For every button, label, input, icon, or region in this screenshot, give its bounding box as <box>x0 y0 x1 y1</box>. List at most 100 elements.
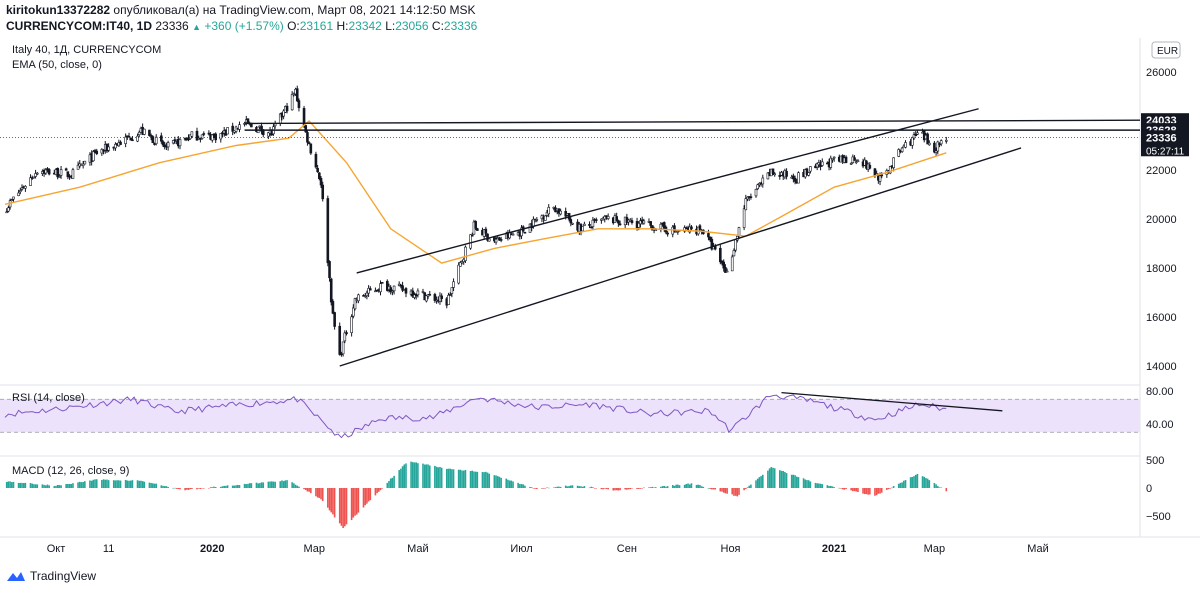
macd-bar <box>46 484 49 488</box>
time-tick-label: 2020 <box>200 543 224 555</box>
macd-bar <box>112 480 115 488</box>
candle-body <box>900 147 904 152</box>
candle-body <box>210 134 214 141</box>
candle-body <box>916 132 919 135</box>
candle-body <box>29 177 32 186</box>
macd-bar <box>821 484 824 488</box>
candle-body <box>307 142 311 144</box>
macd-bar <box>767 470 769 488</box>
candle-body <box>171 139 175 144</box>
macd-bar <box>541 488 543 489</box>
macd-bar <box>755 480 757 488</box>
candle-body <box>297 100 301 109</box>
macd-bar <box>197 488 200 489</box>
macd-bar <box>131 480 134 488</box>
macd-bar <box>806 480 808 488</box>
macd-bar <box>840 488 842 489</box>
macd-bar <box>940 487 943 489</box>
macd-bar <box>663 485 666 488</box>
macd-bar <box>500 477 502 488</box>
macd-bar <box>411 462 414 488</box>
macd-bar <box>828 485 830 488</box>
candle-body <box>719 247 722 263</box>
author-name[interactable]: kiritokun13372282 <box>6 3 111 17</box>
macd-bar <box>512 481 514 488</box>
macd-bar <box>445 468 448 488</box>
macd-bar <box>768 468 771 488</box>
candle-body <box>411 290 415 297</box>
macd-bar <box>880 488 883 493</box>
macd-bar <box>332 488 334 515</box>
macd-bar <box>391 477 394 488</box>
macd-bar <box>914 474 917 488</box>
rsi-legend[interactable]: RSI (14, close) <box>12 392 85 404</box>
macd-bar <box>80 482 83 488</box>
candle-body <box>936 141 940 152</box>
candle-body <box>535 219 539 221</box>
candle-body <box>484 228 488 234</box>
macd-bar <box>784 472 786 488</box>
footer-brand[interactable]: TradingView <box>6 569 96 583</box>
macd-bar <box>631 488 633 489</box>
candle-body <box>756 184 760 189</box>
macd-bar <box>619 488 621 491</box>
price-label-value: 23336 <box>1146 132 1177 144</box>
macd-bar <box>140 480 142 488</box>
macd-legend[interactable]: MACD (12, 26, close, 9) <box>12 465 130 477</box>
candle-body <box>17 192 20 197</box>
candle-body <box>369 288 372 291</box>
macd-bar <box>425 464 428 488</box>
candle-body <box>498 237 501 241</box>
price-tick-label: 22000 <box>1146 165 1177 177</box>
candle-body <box>690 226 693 230</box>
candle-body <box>107 146 110 151</box>
macd-bar <box>530 487 533 488</box>
macd-bar <box>223 485 225 488</box>
candle-body <box>470 234 474 237</box>
candle-body <box>744 198 748 211</box>
macd-bar <box>743 488 745 491</box>
macd-bar <box>259 483 261 488</box>
macd-bar <box>780 470 783 488</box>
macd-bar <box>826 485 829 488</box>
macd-bar <box>320 488 322 500</box>
ema-legend[interactable]: EMA (50, close, 0) <box>12 59 102 71</box>
currency-badge-label: EUR <box>1157 46 1178 57</box>
macd-bar <box>923 476 926 488</box>
macd-bar <box>695 484 698 488</box>
time-tick-label: Мар <box>303 543 325 555</box>
macd-tick-label: −500 <box>1146 511 1171 523</box>
candle-body <box>807 172 810 176</box>
candle-body <box>447 294 450 305</box>
macd-bar <box>564 485 567 488</box>
candle-body <box>260 125 263 132</box>
macd-bar <box>654 487 657 488</box>
macd-bar <box>617 488 620 491</box>
macd-bar <box>863 488 866 495</box>
macd-bar <box>588 487 591 489</box>
macd-bar <box>795 476 798 488</box>
macd-bar <box>92 479 95 488</box>
candle-body <box>892 157 895 168</box>
time-tick-label: Сен <box>617 543 637 555</box>
macd-bar <box>70 483 73 488</box>
macd-bar <box>434 465 436 488</box>
macd-bar <box>43 484 45 488</box>
channel-lower <box>339 147 1022 367</box>
macd-bar <box>350 488 353 521</box>
macd-bar <box>697 484 700 488</box>
macd-bar <box>238 485 241 488</box>
macd-bar <box>760 476 762 488</box>
candle-body <box>154 136 158 145</box>
macd-bar <box>366 488 368 504</box>
macd-bar <box>862 488 864 494</box>
macd-bar <box>829 485 832 488</box>
candle-body <box>476 228 479 231</box>
macd-bar <box>94 479 96 488</box>
candle-body <box>637 223 641 228</box>
macd-bar <box>807 480 810 488</box>
candle-body <box>188 134 192 140</box>
macd-bar <box>559 486 562 488</box>
candle-body <box>267 132 270 137</box>
